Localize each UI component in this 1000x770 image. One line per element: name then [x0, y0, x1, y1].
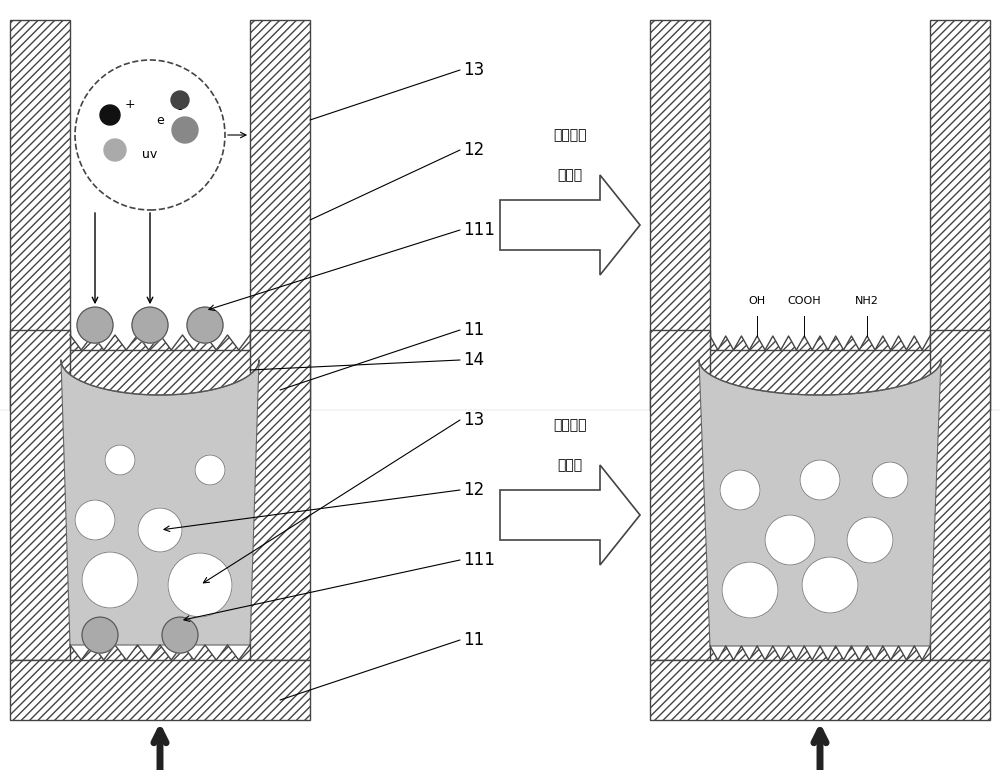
- Circle shape: [765, 515, 815, 565]
- Text: 11: 11: [463, 321, 484, 339]
- Circle shape: [100, 105, 120, 125]
- Bar: [250, 20, 310, 350]
- Text: 13: 13: [463, 411, 484, 429]
- Circle shape: [168, 553, 232, 617]
- Circle shape: [77, 307, 113, 343]
- Text: 等离子体: 等离子体: [553, 128, 587, 142]
- Bar: [650, 330, 710, 660]
- Text: 13: 13: [463, 61, 484, 79]
- Text: 处理后: 处理后: [557, 458, 583, 472]
- Circle shape: [82, 552, 138, 608]
- Text: 12: 12: [463, 481, 484, 499]
- Text: OH: OH: [749, 296, 766, 306]
- Bar: [650, 660, 990, 720]
- Text: 111: 111: [463, 221, 495, 239]
- Circle shape: [82, 617, 118, 653]
- Bar: [10, 330, 70, 660]
- Circle shape: [132, 307, 168, 343]
- Polygon shape: [70, 645, 250, 720]
- Bar: [10, 660, 310, 720]
- Polygon shape: [61, 360, 259, 645]
- Polygon shape: [710, 336, 930, 410]
- Text: 12: 12: [463, 141, 484, 159]
- Text: 等离子体: 等离子体: [553, 418, 587, 432]
- Bar: [650, 350, 990, 410]
- Bar: [10, 350, 310, 410]
- Circle shape: [187, 307, 223, 343]
- Polygon shape: [699, 360, 941, 646]
- Bar: [930, 330, 990, 660]
- Circle shape: [171, 91, 189, 109]
- Text: +: +: [125, 99, 135, 112]
- Circle shape: [847, 517, 893, 563]
- Circle shape: [75, 60, 225, 210]
- Circle shape: [195, 455, 225, 485]
- Circle shape: [800, 460, 840, 500]
- Text: uv: uv: [142, 149, 158, 162]
- Circle shape: [138, 508, 182, 552]
- Text: NH2: NH2: [855, 296, 879, 306]
- Text: COOH: COOH: [787, 296, 821, 306]
- Text: e: e: [156, 113, 164, 126]
- Circle shape: [172, 117, 198, 143]
- Circle shape: [722, 562, 778, 618]
- Circle shape: [105, 445, 135, 475]
- Polygon shape: [70, 335, 250, 410]
- Circle shape: [162, 617, 198, 653]
- Polygon shape: [500, 175, 640, 275]
- Circle shape: [720, 470, 760, 510]
- Text: 处理后: 处理后: [557, 168, 583, 182]
- Circle shape: [104, 139, 126, 161]
- Text: 11: 11: [463, 631, 484, 649]
- Text: (b): (b): [807, 431, 833, 449]
- Bar: [650, 20, 710, 350]
- Bar: [10, 20, 70, 350]
- Text: -: -: [178, 103, 182, 116]
- Bar: [250, 330, 310, 660]
- Text: 111: 111: [463, 551, 495, 569]
- Bar: [930, 20, 990, 350]
- Text: 14: 14: [463, 351, 484, 369]
- Circle shape: [75, 500, 115, 540]
- Circle shape: [872, 462, 908, 498]
- Circle shape: [802, 557, 858, 613]
- Text: (a): (a): [147, 431, 173, 449]
- Polygon shape: [710, 646, 930, 720]
- Polygon shape: [500, 465, 640, 565]
